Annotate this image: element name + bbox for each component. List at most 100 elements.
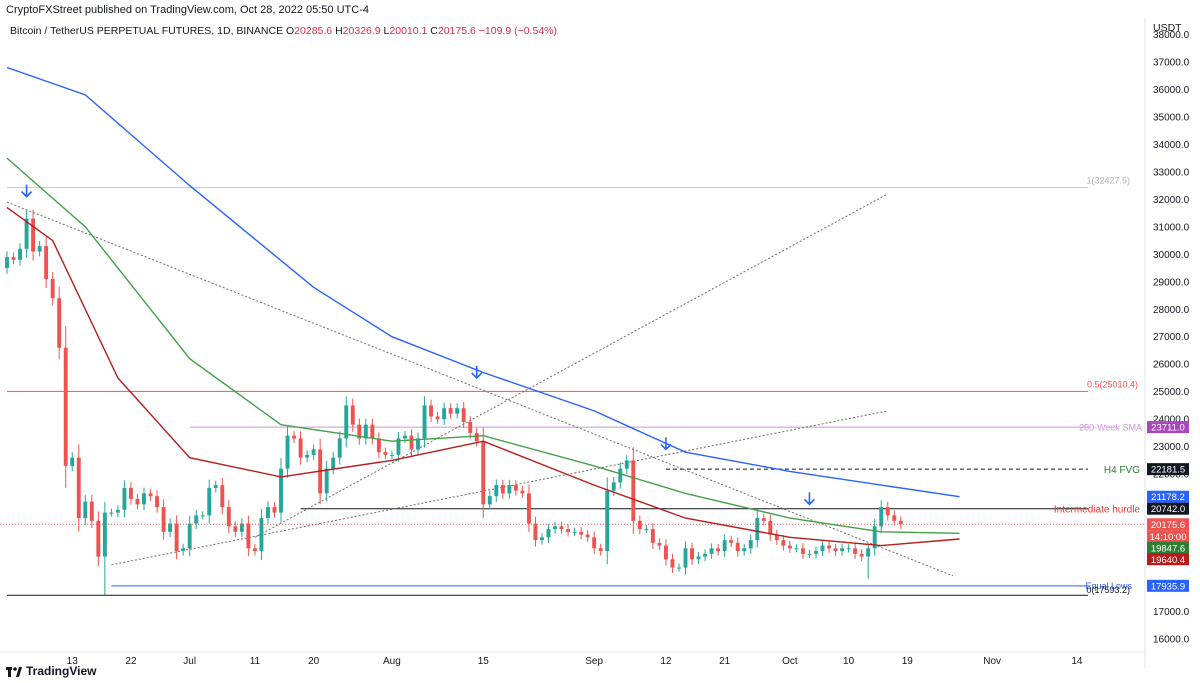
down-arrow-icon	[660, 437, 672, 451]
candle-body	[690, 548, 694, 560]
tradingview-footer[interactable]: TradingView	[6, 664, 96, 678]
candle-body	[370, 424, 375, 439]
candle-body	[546, 529, 551, 538]
candle-body	[70, 457, 75, 466]
down-arrow-icon	[471, 365, 483, 380]
candle-body	[311, 449, 316, 455]
x-tick-label: 12	[660, 656, 672, 667]
candle-body	[611, 482, 616, 491]
candle-body	[403, 435, 407, 439]
candle-body	[416, 438, 420, 450]
candle-body	[872, 526, 877, 549]
candle-body	[129, 487, 133, 499]
candle-body	[800, 548, 805, 554]
y-tick-label: 23000.0	[1153, 442, 1190, 453]
y-tick-label: 16000.0	[1153, 635, 1190, 646]
candle-body	[161, 507, 166, 532]
candle-body	[272, 507, 277, 513]
candle-body	[520, 490, 525, 494]
ohlc-high: H20326.9	[335, 25, 381, 37]
candle-body	[637, 520, 642, 530]
candle-body	[487, 496, 492, 505]
candle-body	[650, 529, 655, 543]
candle-body	[181, 548, 186, 552]
candle-body	[285, 435, 290, 469]
axis-price-label	[1147, 553, 1189, 566]
candle-body	[409, 435, 414, 450]
candle-body	[213, 485, 218, 488]
candle-body	[115, 509, 120, 513]
axis-price-label	[1147, 463, 1189, 476]
y-tick-label: 31000.0	[1153, 222, 1190, 233]
candle-body	[729, 540, 734, 543]
candle-body	[566, 529, 571, 532]
candle-body	[787, 545, 792, 549]
candle-body	[259, 518, 264, 552]
candle-body	[742, 548, 747, 552]
candle-body	[324, 468, 329, 494]
candle-body	[305, 454, 310, 458]
candle-body	[474, 432, 479, 442]
y-tick-label: 28000.0	[1153, 305, 1190, 316]
candle-body	[735, 542, 740, 552]
candle-body	[44, 246, 49, 280]
candle-body	[781, 540, 786, 546]
x-tick-label: Aug	[383, 656, 401, 667]
candle-body	[135, 498, 140, 505]
candle-body	[716, 548, 721, 552]
currency-label: USDT	[1153, 22, 1182, 34]
candle-body	[37, 246, 42, 252]
candle-body	[657, 542, 662, 546]
axis-price-label	[1147, 579, 1189, 592]
candle-body	[187, 523, 192, 549]
candle-body	[102, 512, 107, 557]
axis-price-label-text: 17935.9	[1151, 581, 1185, 592]
ohlc-change: −109.9 (−0.54%)	[478, 25, 557, 37]
candle-body	[422, 405, 427, 439]
tradingview-brand: TradingView	[26, 664, 97, 678]
candle-body	[226, 507, 231, 527]
axis-price-label-text: 20742.0	[1151, 504, 1185, 515]
axis-price-label	[1147, 518, 1189, 531]
ohlc-open: O20285.6	[286, 25, 333, 37]
candle-body	[468, 421, 473, 433]
candle-body	[618, 468, 623, 483]
candle-body	[526, 493, 531, 524]
candle-body	[357, 424, 362, 439]
candle-body	[461, 408, 466, 422]
candle-body	[494, 485, 499, 497]
intermediate-hurdle-label: Intermediate hurdle	[1054, 505, 1141, 516]
y-tick-label: 27000.0	[1153, 332, 1190, 343]
y-tick-label: 29000.0	[1153, 277, 1190, 288]
candle-body	[605, 490, 610, 552]
axis-price-label-text: 20175.6	[1151, 520, 1185, 531]
candle-body	[553, 526, 557, 530]
candle-body	[24, 218, 29, 249]
x-tick-label: Oct	[782, 656, 798, 667]
y-tick-label: 37000.0	[1153, 57, 1190, 68]
candle-body	[148, 493, 153, 497]
y-tick-label: 26000.0	[1153, 360, 1190, 371]
candle-body	[774, 534, 779, 541]
x-tick-label: 19	[902, 656, 914, 667]
ohlc-close: C20175.6	[430, 25, 476, 37]
candle-body	[748, 540, 753, 549]
candle-body	[755, 518, 760, 541]
candle-body	[233, 526, 238, 532]
axis-price-label-text: 14:10:00	[1150, 532, 1187, 543]
axis-price-label	[1147, 421, 1189, 434]
x-tick-label: Jul	[183, 656, 196, 667]
candle-body	[429, 405, 434, 417]
candle-body	[761, 518, 766, 521]
axis-price-label	[1147, 502, 1189, 515]
candle-body	[435, 416, 440, 420]
axis-price-label-text: 21178.2	[1151, 492, 1185, 503]
candle-body	[168, 523, 173, 532]
candle-body	[859, 553, 864, 557]
candle-body	[481, 441, 486, 505]
candle-body	[11, 257, 16, 260]
candle-body	[846, 548, 851, 550]
fib-05-label: 0.5(25010.4)	[1087, 379, 1138, 389]
tradingview-logo-icon	[6, 666, 22, 677]
